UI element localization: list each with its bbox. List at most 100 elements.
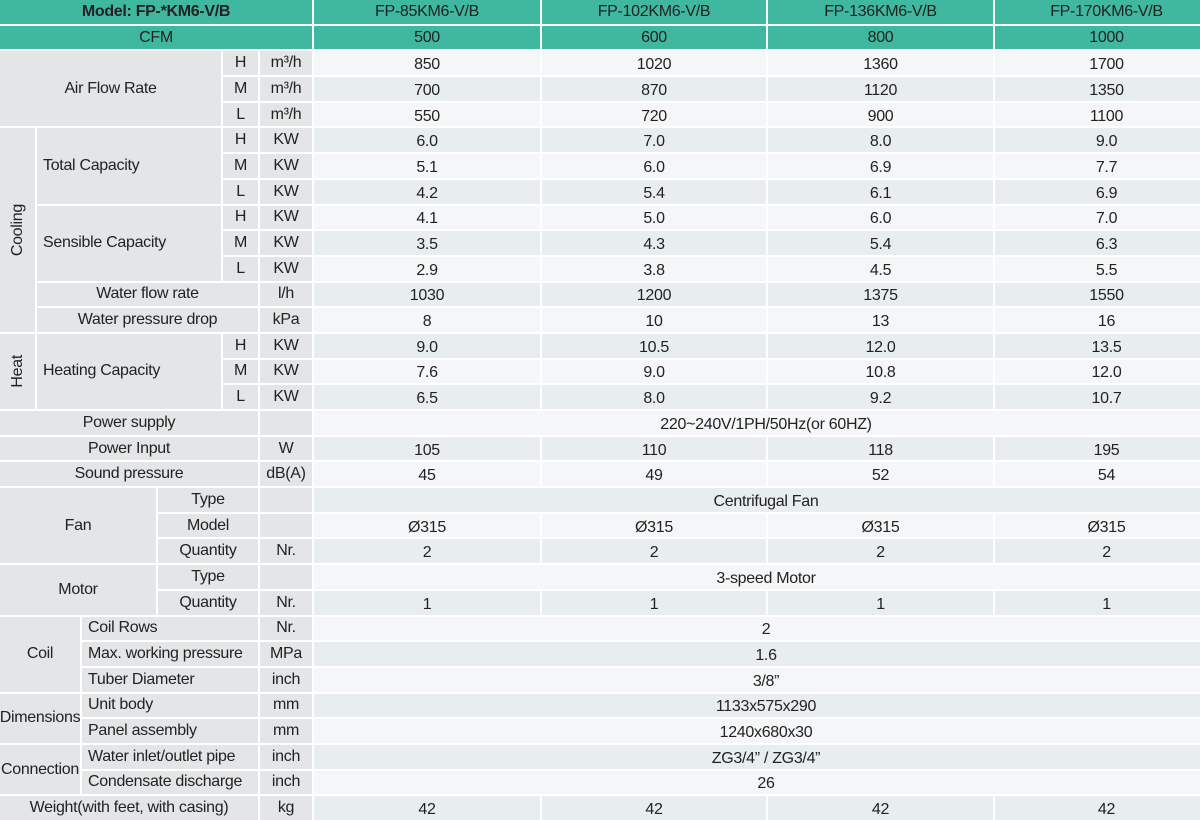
value: 13.5: [995, 333, 1200, 358]
value: 1030: [314, 282, 540, 307]
level: L: [223, 179, 258, 204]
item-label-text: Coil Rows: [88, 619, 158, 637]
value: 1350: [995, 77, 1200, 101]
value: Ø315: [542, 513, 766, 538]
value: 54: [995, 462, 1200, 487]
value-text: 12.0: [865, 338, 896, 356]
value: 42: [314, 796, 540, 820]
level-text: H: [234, 54, 247, 72]
value-text: 5.4: [643, 184, 665, 202]
value: 10.8: [768, 359, 993, 384]
unit: KW: [260, 128, 312, 153]
item-label: Condensate discharge: [82, 770, 258, 795]
value-text: 2: [876, 544, 885, 562]
section-label: Fan: [0, 488, 156, 564]
unit: m³/h: [260, 51, 312, 76]
model-name-text: FP-170KM6-V/B: [1050, 2, 1163, 20]
value-text: 2: [1102, 544, 1111, 562]
value: 7.6: [314, 359, 540, 384]
level: M: [223, 231, 258, 255]
level-text: H: [234, 336, 247, 354]
cfm-value: 800: [768, 25, 993, 50]
value-text: 42: [871, 801, 890, 819]
value-text: 850: [414, 56, 440, 74]
value-span-text: 1240x680x30: [719, 724, 813, 742]
unit-text: kg: [277, 799, 295, 817]
value-text: 1030: [409, 287, 445, 305]
unit: inch: [260, 770, 312, 795]
level: H: [223, 205, 258, 230]
section-label: Connection: [0, 744, 80, 795]
value: 1100: [995, 102, 1200, 127]
value-text: 7.0: [643, 133, 665, 151]
value-text: 1375: [863, 287, 898, 305]
value: 5.0: [542, 205, 766, 230]
value-text: 52: [871, 467, 890, 485]
value-span-text: Centrifugal Fan: [713, 492, 819, 510]
model-name: FP-136KM6-V/B: [768, 0, 993, 24]
level-text: M: [233, 362, 248, 380]
value: 1700: [995, 51, 1200, 76]
value-text: Ø315: [635, 518, 673, 536]
value: 42: [768, 796, 993, 820]
unit-text: KW: [273, 259, 299, 277]
value: 1020: [542, 51, 766, 76]
unit: mm: [260, 719, 312, 743]
item-label-text: Type: [191, 490, 225, 508]
value-text: 45: [418, 467, 436, 485]
item-label: Quantity: [158, 590, 258, 615]
value-text: 3.8: [643, 261, 665, 279]
value-text: 4.1: [416, 210, 438, 228]
value: 6.0: [314, 128, 540, 153]
unit: KW: [260, 333, 312, 358]
value-text: 700: [414, 81, 440, 99]
unit: [260, 488, 312, 512]
value-text: 6.5: [416, 390, 438, 408]
value-text: 42: [1097, 801, 1116, 819]
value-text: 49: [645, 467, 663, 485]
value: 7.0: [542, 128, 766, 153]
unit: KW: [260, 154, 312, 178]
section-label: Cooling: [0, 128, 35, 332]
unit: KW: [260, 385, 312, 409]
item-label: Quantity: [158, 539, 258, 564]
value-text: 4.5: [869, 261, 892, 279]
value-text: 6.0: [416, 133, 438, 151]
level: M: [223, 359, 258, 384]
value-span: 1240x680x30: [314, 719, 1200, 743]
value: 4.5: [768, 256, 993, 281]
value: 4.3: [542, 231, 766, 255]
unit: m³/h: [260, 102, 312, 127]
model-name-text: FP-85KM6-V/B: [375, 2, 479, 20]
level: M: [223, 154, 258, 178]
value: 1375: [768, 282, 993, 307]
value-text: 7.7: [1095, 158, 1118, 176]
unit-text: Nr.: [276, 619, 296, 637]
value: 118: [768, 436, 993, 461]
subsection-label: Sensible Capacity: [37, 205, 221, 281]
value: 9.0: [314, 333, 540, 358]
cfm-value-text: 500: [414, 28, 440, 46]
value-span-text: 220~240V/1PH/50Hz(or 60HZ): [660, 415, 872, 433]
value-text: 900: [867, 107, 894, 125]
unit-text: KW: [273, 362, 299, 380]
value-text: 2.9: [416, 261, 438, 279]
value: 105: [314, 436, 540, 461]
value-text: 1550: [1089, 287, 1124, 305]
unit: [260, 411, 312, 435]
item-label: Coil Rows: [82, 616, 258, 641]
value-text: 10: [645, 313, 663, 331]
cfm-value: 1000: [995, 25, 1200, 50]
unit-text: KW: [273, 388, 299, 406]
value-text: 13: [871, 313, 890, 331]
unit-text: inch: [271, 670, 301, 688]
value-text: 54: [1097, 467, 1116, 485]
item-label: Panel assembly: [82, 719, 258, 743]
unit: mm: [260, 693, 312, 718]
level-text: H: [234, 208, 247, 226]
value-text: 4.3: [643, 236, 665, 254]
value-span-text: 1133x575x290: [715, 698, 817, 716]
unit: MPa: [260, 642, 312, 666]
unit: KW: [260, 359, 312, 384]
section-label-text: Air Flow Rate: [64, 79, 157, 97]
